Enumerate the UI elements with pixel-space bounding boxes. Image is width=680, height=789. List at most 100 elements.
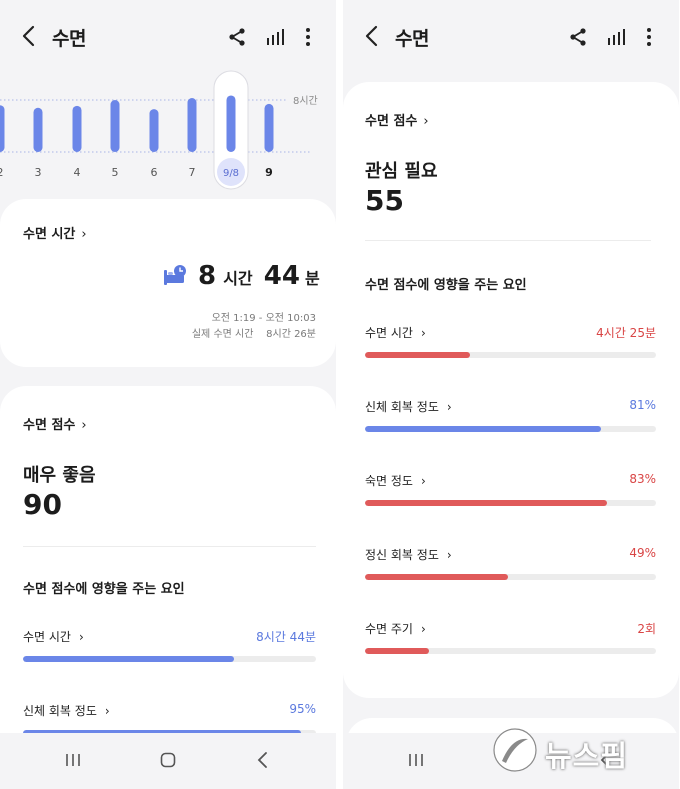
day-label-5: 5	[112, 166, 119, 179]
nav-back-icon[interactable]	[597, 751, 615, 769]
factor-progress-fill	[365, 648, 430, 654]
factor-label[interactable]: 신체 회복 정도 ›	[23, 702, 110, 719]
bed-icon	[164, 265, 186, 285]
nav-bar	[0, 733, 336, 789]
day-label-6: 6	[151, 166, 158, 179]
actual-sleep: 실제 수면 시간 8시간 26분	[191, 329, 316, 340]
factor-label[interactable]: 수면 시간 ›	[365, 324, 426, 341]
factor-label-text: 신체 회복 정도	[365, 400, 439, 414]
more-vert-icon[interactable]	[297, 26, 319, 48]
factor-value: 4시간 25분	[596, 326, 656, 340]
factor-label-text: 수면 시간	[365, 326, 413, 340]
day-label-3: 3	[35, 166, 42, 179]
bar-day-9	[264, 103, 274, 152]
weekly-sleep-chart: 8시간 2 3 4 5 6 7 9/8 9	[0, 70, 318, 190]
sleep-score-title[interactable]: 수면 점수 ›	[23, 418, 87, 433]
day-label-7: 7	[189, 166, 196, 179]
more-vert-icon[interactable]	[638, 26, 660, 48]
chevron-right-icon: ›	[420, 326, 426, 340]
back-arrow-icon[interactable]	[18, 24, 40, 48]
chevron-right-icon: ›	[104, 704, 110, 718]
duration-minutes-unit: 분	[305, 269, 320, 288]
factor-label-text: 수면 주기	[365, 622, 413, 636]
factor-label-text: 신체 회복 정도	[23, 704, 97, 718]
sleep-score-card: 수면 점수 › 관심 필요 55 수면 점수에 영향을 주는 요인 수면 시간 › 4…	[343, 82, 679, 698]
factors-title: 수면 점수에 영향을 주는 요인	[365, 278, 527, 293]
factor-progress-fill	[365, 426, 601, 432]
factor-progress-fill	[365, 352, 470, 358]
watermark-text: 뉴스핌	[545, 739, 629, 773]
divider	[23, 546, 316, 547]
app-bar: 수면	[0, 18, 336, 56]
bar-chart-icon[interactable]	[605, 26, 627, 48]
factor-progress-fill	[365, 500, 607, 506]
recents-icon[interactable]	[64, 751, 82, 769]
day-label-9: 9	[265, 166, 273, 179]
factor-label-text: 숙면 정도	[365, 474, 413, 488]
sleep-score-title[interactable]: 수면 점수 ›	[365, 114, 429, 129]
duration-minutes: 44	[263, 261, 300, 291]
factor-progress-track	[365, 574, 656, 580]
factor-label[interactable]: 신체 회복 정도 ›	[365, 398, 452, 415]
chevron-right-icon: ›	[78, 630, 84, 644]
divider	[365, 240, 651, 241]
factor-value: 81%	[629, 398, 656, 412]
page-title: 수면	[395, 28, 429, 50]
factor-value: 49%	[629, 546, 656, 560]
duration-hours: 8	[198, 261, 217, 291]
factor-label[interactable]: 수면 주기 ›	[365, 620, 426, 637]
bar-day-5	[110, 100, 120, 152]
factor-label-text: 수면 시간	[23, 630, 71, 644]
factor-progress-track	[365, 426, 656, 432]
sleep-time-card[interactable]: 수면 시간 › 8 시간 44 분 오전 1:19 - 오전 10:03 실제 수…	[0, 199, 336, 367]
page-title: 수면	[52, 28, 86, 50]
bar-chart-icon[interactable]	[264, 26, 286, 48]
watermark-logo	[493, 728, 537, 772]
day-label-9/8: 9/8	[223, 168, 239, 179]
left-screen: 수면 8시간2345679/89 수면 시간› 8 시간 44 분 오전 1	[0, 0, 336, 789]
day-label-2: 2	[0, 166, 4, 179]
factor-label[interactable]: 숙면 정도 ›	[365, 472, 426, 489]
recents-icon[interactable]	[407, 751, 425, 769]
duration-hours-unit: 시간	[223, 269, 253, 288]
factor-value: 95%	[289, 702, 316, 716]
factor-progress-track	[23, 656, 316, 662]
sleep-duration: 8 시간 44 분	[198, 261, 320, 291]
factors-title: 수면 점수에 영향을 주는 요인	[23, 582, 185, 597]
share-icon[interactable]	[226, 26, 248, 48]
chevron-right-icon: ›	[446, 400, 452, 414]
selected-day-badge	[217, 158, 245, 186]
bar-day-7	[187, 98, 197, 152]
factor-value: 2회	[637, 622, 656, 636]
bar-day-6	[149, 109, 159, 152]
bar-day-4	[72, 105, 82, 152]
bar-day-2	[0, 105, 5, 152]
score-value: 90	[23, 488, 62, 521]
factor-progress-fill	[23, 656, 234, 662]
nav-back-icon[interactable]	[254, 751, 272, 769]
factor-label[interactable]: 수면 시간 ›	[23, 628, 84, 645]
screen-divider	[336, 0, 343, 789]
sleep-score-card: 수면 점수 › 매우 좋음 90 수면 점수에 영향을 주는 요인 수면 시간 › 8…	[0, 386, 336, 766]
bar-day-3	[33, 107, 43, 152]
chevron-right-icon: ›	[420, 474, 426, 488]
factor-progress-track	[365, 352, 656, 358]
back-arrow-icon[interactable]	[361, 24, 383, 48]
right-screen: 수면 수면 점수 › 관심 필요 55 수면 점수에 영향을 주는 요인 수면 시…	[343, 0, 679, 789]
score-label: 관심 필요	[365, 161, 438, 182]
chevron-right-icon: ›	[446, 548, 452, 562]
score-value: 55	[365, 184, 404, 217]
bar-day-9/8	[226, 95, 236, 152]
day-label-4: 4	[74, 166, 81, 179]
share-icon[interactable]	[567, 26, 589, 48]
factor-progress-track	[365, 648, 656, 654]
home-icon[interactable]	[159, 751, 177, 769]
factor-progress-fill	[365, 574, 508, 580]
factor-value: 8시간 44분	[256, 630, 316, 644]
sleep-time-title[interactable]: 수면 시간 ›	[23, 227, 87, 242]
score-label: 매우 좋음	[23, 465, 96, 486]
gridline-label: 8시간	[293, 95, 318, 107]
factor-label[interactable]: 정신 회복 정도 ›	[365, 546, 452, 563]
app-bar: 수면	[343, 18, 679, 56]
chevron-right-icon: ›	[420, 622, 426, 636]
